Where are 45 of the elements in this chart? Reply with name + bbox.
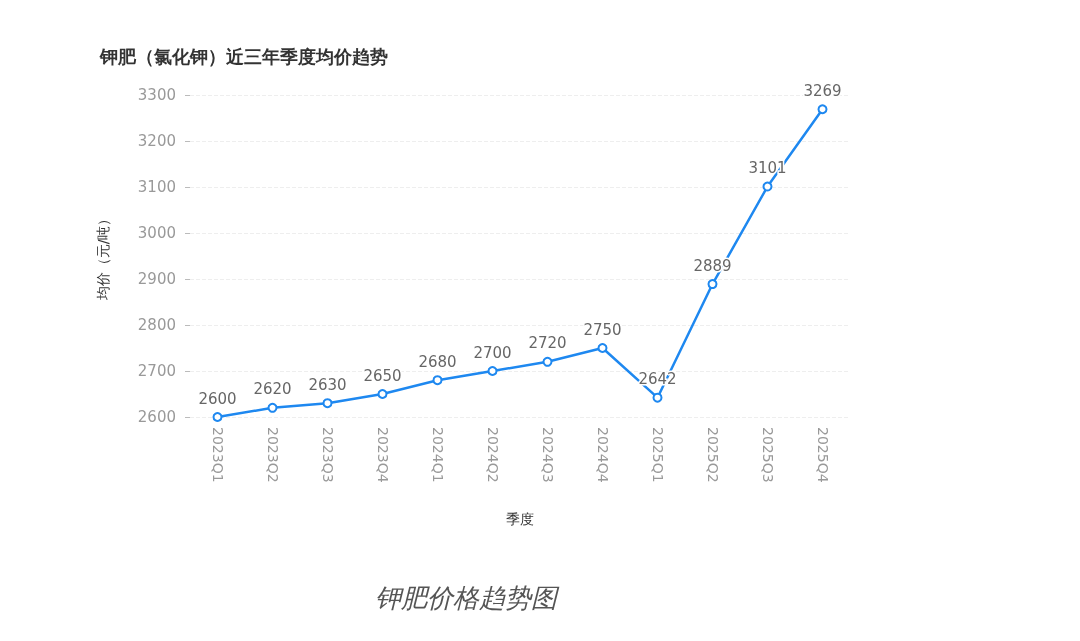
point — [322, 398, 333, 409]
x-tick-label: 2024Q2 — [484, 427, 501, 483]
x-axis-title: 季度 — [506, 511, 534, 527]
y-tick-label: 2900 — [137, 270, 176, 288]
x-tick-label: 2025Q3 — [759, 427, 776, 483]
point — [432, 375, 443, 386]
x-tick-label: 2025Q4 — [814, 427, 831, 483]
point — [542, 356, 553, 367]
y-tick-label: 2600 — [137, 408, 176, 426]
data-label: 2700 — [473, 343, 512, 362]
data-label: 2750 — [583, 320, 622, 339]
point — [487, 366, 498, 376]
data-label: 2620 — [253, 380, 292, 399]
point — [652, 392, 663, 403]
x-tick-label: 2023Q2 — [264, 427, 281, 483]
point — [762, 181, 773, 192]
x-tick-label: 2024Q1 — [429, 427, 446, 483]
x-tick-label: 2023Q4 — [374, 427, 391, 483]
chart-title: 钾肥（氯化钾）近三年季度均价趋势 — [99, 45, 388, 67]
y-axis-title: 均价（元/吨） — [95, 211, 111, 302]
data-label: 2650 — [363, 366, 402, 385]
y-tick-label: 2800 — [137, 316, 176, 334]
x-tick-label: 2023Q3 — [319, 427, 336, 483]
data-label: 2680 — [418, 352, 457, 371]
point — [707, 279, 718, 290]
x-tick-label: 2025Q2 — [704, 427, 721, 483]
data-label: 3269 — [803, 81, 842, 100]
point — [817, 104, 828, 115]
y-tick-label: 3100 — [137, 178, 176, 196]
point — [597, 343, 608, 353]
data-label: 2720 — [528, 334, 567, 353]
y-tick-label: 3300 — [137, 86, 176, 104]
data-label: 2630 — [308, 375, 347, 394]
x-tick-label: 2024Q4 — [594, 427, 611, 483]
x-tick-label: 2025Q1 — [649, 427, 666, 483]
point — [212, 412, 223, 422]
y-tick-label: 3200 — [137, 132, 176, 150]
point — [377, 389, 388, 399]
text: 钾肥价格趋势图 — [375, 583, 560, 613]
data-label: 2600 — [198, 389, 237, 408]
point — [267, 402, 278, 413]
x-tick-label: 2023Q1 — [209, 427, 226, 483]
x-tick-label: 2024Q3 — [539, 427, 556, 483]
y-tick-label: 2700 — [137, 362, 176, 380]
y-tick-label: 3000 — [137, 224, 176, 242]
